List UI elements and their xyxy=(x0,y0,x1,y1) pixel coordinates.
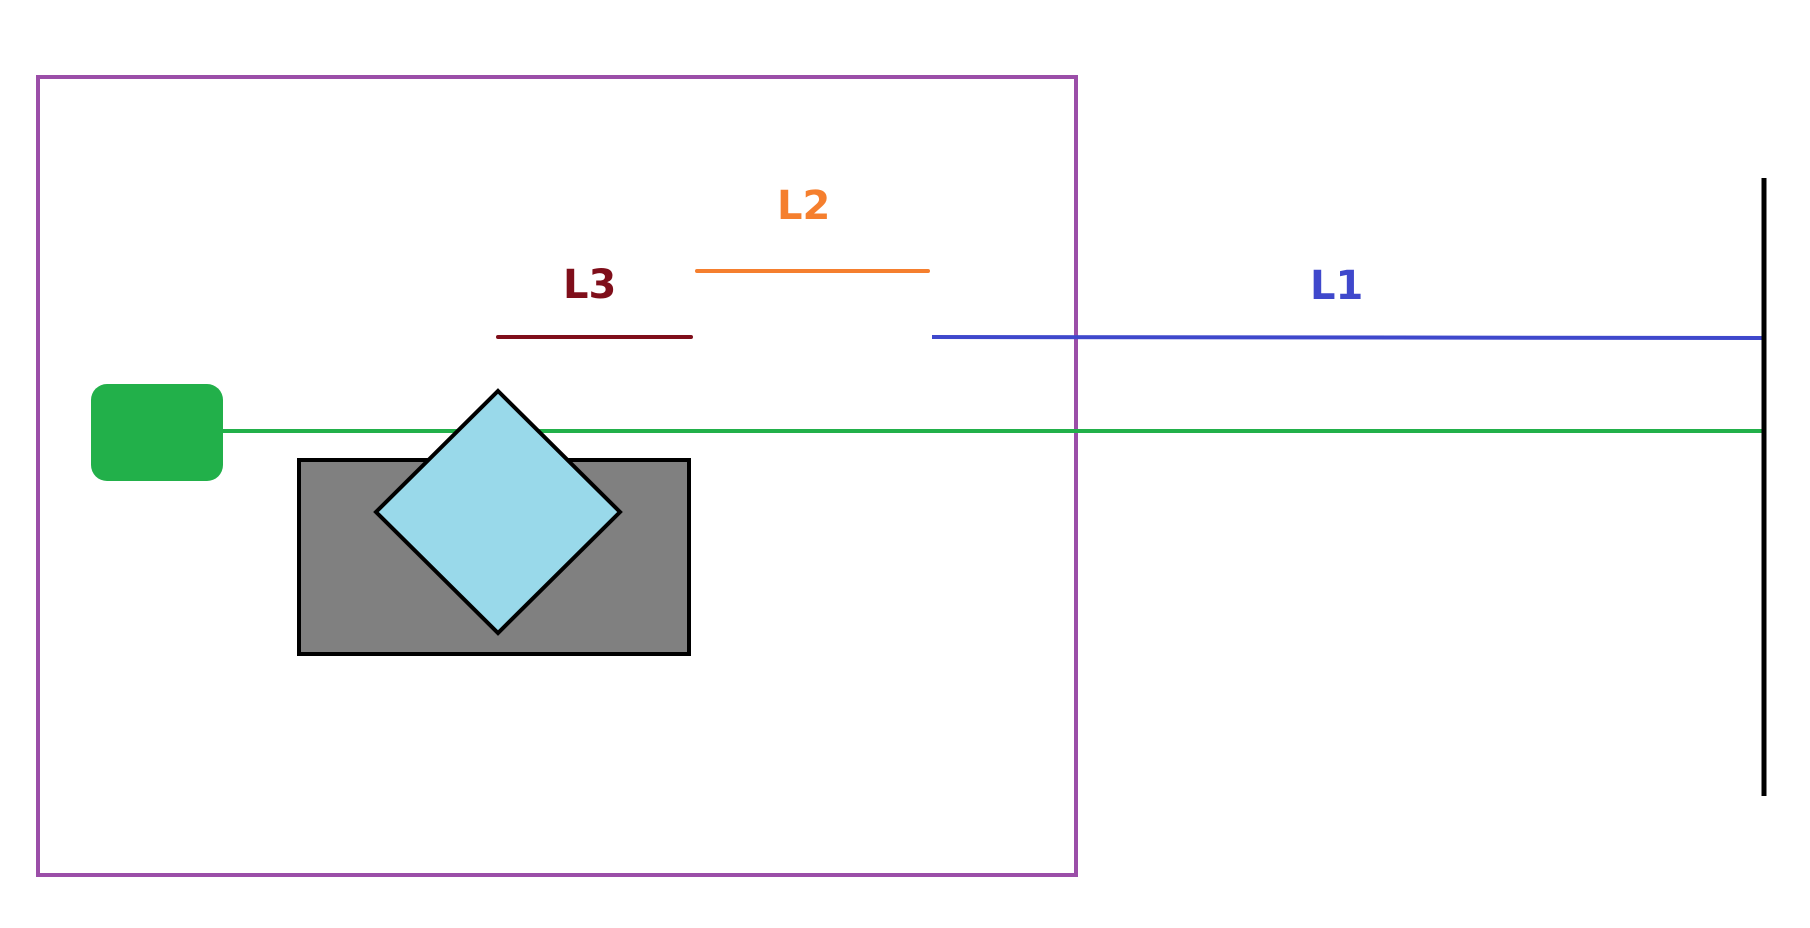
green-source-block xyxy=(91,384,223,481)
l2-label: L2 xyxy=(777,183,830,229)
l1-label: L1 xyxy=(1310,263,1363,309)
blue-diamond xyxy=(373,388,623,636)
l1-line xyxy=(931,335,1765,340)
enclosure-box xyxy=(36,75,1078,877)
l3-label: L3 xyxy=(563,262,616,308)
